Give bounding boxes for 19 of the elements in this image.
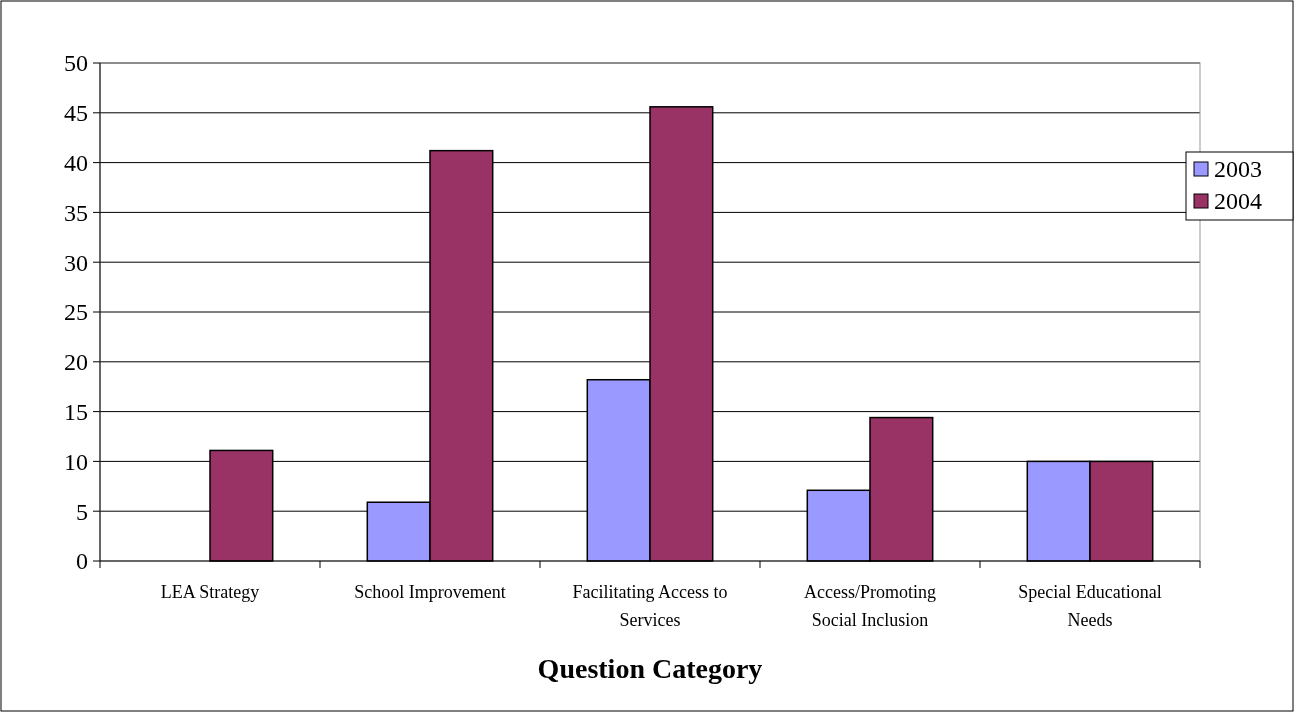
y-tick-label: 35 (64, 199, 88, 226)
y-tick-label: 20 (64, 349, 88, 376)
y-tick-label: 0 (76, 548, 88, 575)
legend-label: 2004 (1214, 188, 1262, 215)
x-tick-label: School Improvement (354, 582, 506, 602)
y-tick-label: 25 (64, 299, 88, 326)
x-tick-label: Special Educational Needs (1018, 582, 1162, 630)
y-tick-label: 5 (76, 498, 88, 525)
y-tick-label: 30 (64, 249, 88, 276)
y-tick-label: 45 (64, 100, 88, 127)
y-tick-label: 50 (64, 50, 88, 77)
x-tick-label: Access/Promoting Social Inclusion (804, 582, 936, 630)
legend-label: 2003 (1214, 156, 1262, 183)
y-tick-label: 10 (64, 448, 88, 475)
x-axis-title: Question Category (537, 653, 763, 684)
y-tick-label: 15 (64, 399, 88, 425)
x-tick-label: Facilitating Access to Services (572, 582, 728, 630)
x-tick-label: LEA Strategy (160, 582, 260, 602)
y-tick-label: 40 (64, 150, 88, 176)
